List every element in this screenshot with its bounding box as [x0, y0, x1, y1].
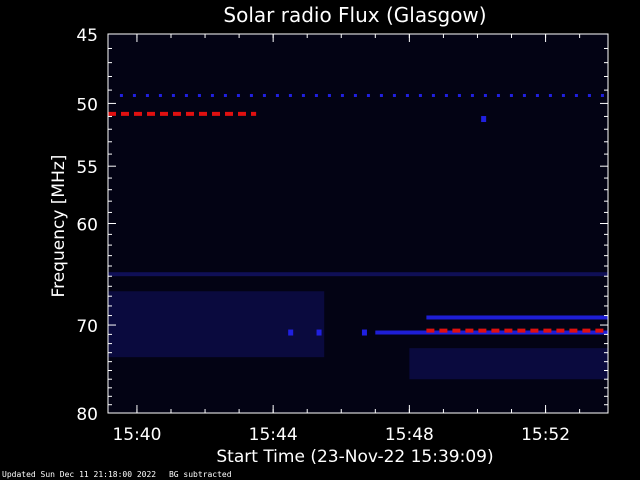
- x-axis-label: Start Time (23-Nov-22 15:39:09): [216, 447, 493, 467]
- y-axis: 45 50 55 60 70 80: [76, 26, 608, 425]
- y-tick-label-70: 70: [76, 317, 98, 337]
- flux-point-10: [316, 329, 322, 336]
- flux-point-11: [361, 329, 367, 336]
- y-tick-label-60: 60: [76, 216, 98, 236]
- chart-title: Solar radio Flux (Glasgow): [223, 3, 486, 27]
- x-tick-label-2: 15:48: [385, 425, 434, 445]
- y-tick-label-50: 50: [76, 95, 98, 115]
- x-tick-label-3: 15:52: [521, 425, 570, 445]
- plot-area: [108, 34, 608, 413]
- y-tick-label-45: 45: [76, 26, 98, 46]
- flux-band-2: [108, 272, 608, 277]
- y-axis-label: Frequency [MHz]: [49, 155, 69, 298]
- updated-timestamp: Updated Sun Dec 11 21:18:00 2022: [2, 470, 157, 479]
- y-tick-label-55: 55: [76, 158, 98, 178]
- flux-point-9: [288, 329, 294, 336]
- flux-point-8: [481, 116, 487, 123]
- x-axis: 15:40 15:44 15:48 15:52: [112, 34, 581, 445]
- footer: Updated Sun Dec 11 21:18:00 2022 BG subt…: [2, 470, 240, 479]
- x-tick-label-0: 15:40: [112, 425, 161, 445]
- flux-region-1: [409, 348, 608, 380]
- x-tick-label-1: 15:44: [249, 425, 298, 445]
- spectrogram-marks: [108, 93, 608, 380]
- flux-band-3: [426, 315, 608, 320]
- flux-region-0: [108, 291, 325, 358]
- background-note: BG subtracted: [168, 470, 232, 479]
- y-tick-label-80: 80: [76, 405, 98, 425]
